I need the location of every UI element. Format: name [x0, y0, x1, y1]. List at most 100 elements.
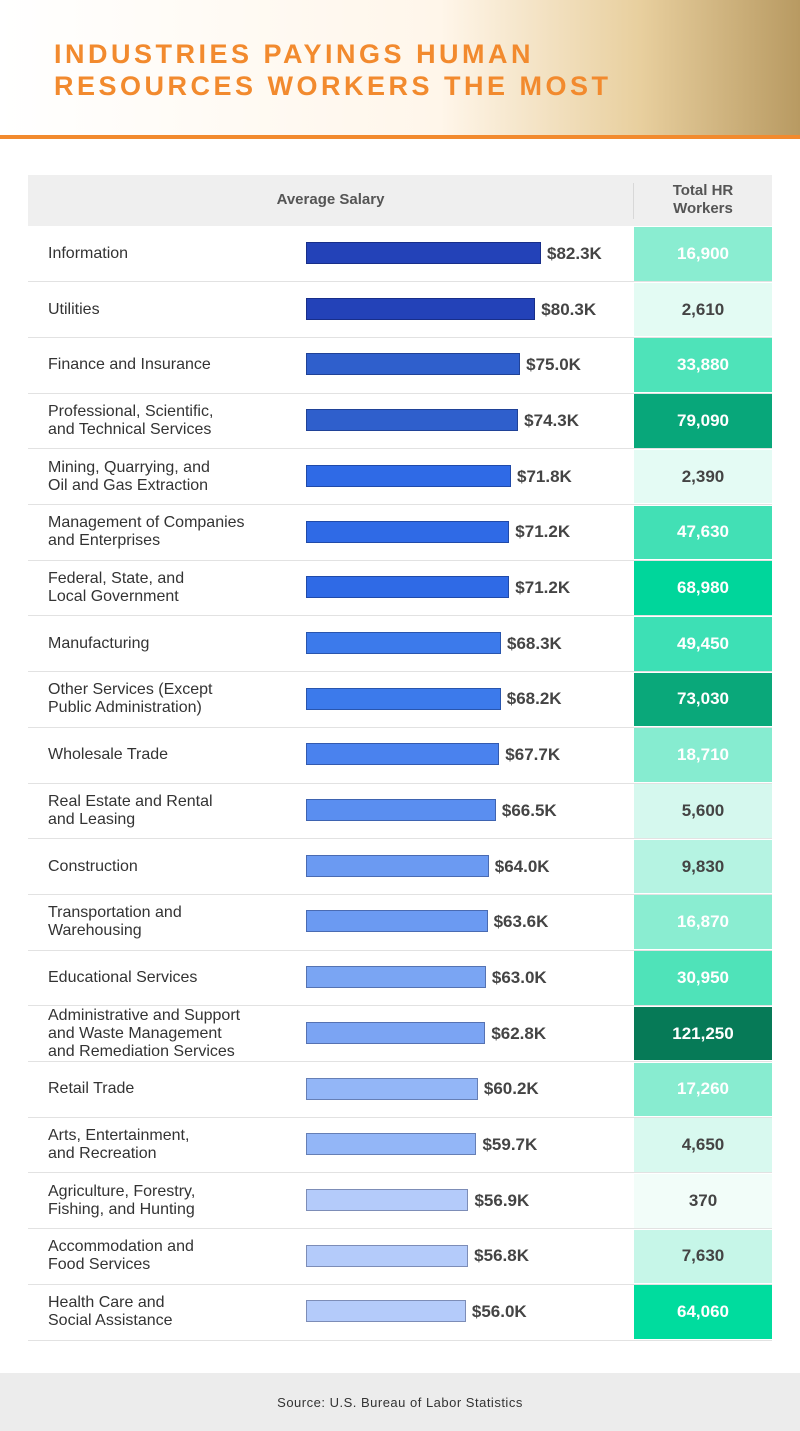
category-label: Finance and Insurance [48, 356, 211, 374]
column-header: Average Salary [276, 191, 385, 208]
row-separator [28, 893, 772, 895]
category-label: Real Estate and Rental and Leasing [48, 792, 213, 828]
value-label: $59.7K [482, 1135, 538, 1155]
row-separator [28, 504, 772, 505]
bar [306, 353, 521, 376]
workers-cell [634, 1229, 772, 1284]
category-label: Management of Companies and Enterprises [48, 514, 245, 550]
row-separator [28, 838, 772, 840]
bar [306, 576, 510, 599]
bar [306, 464, 512, 487]
bar [306, 1300, 466, 1323]
workers-cell [634, 951, 772, 1005]
category-label: Other Services (Except Public Administra… [48, 681, 213, 717]
row-separator [28, 671, 772, 673]
category-label: Wholesale Trade [48, 746, 169, 764]
workers-cell [634, 1006, 772, 1061]
workers-label: 16,900 [677, 243, 729, 263]
bar [306, 910, 488, 933]
row-separator [28, 1005, 772, 1007]
value-label: $71.2K [515, 578, 571, 598]
workers-label: 79,090 [677, 410, 729, 430]
value-label: $68.3K [507, 633, 562, 653]
category-label: Professional, Scientific, and Technical … [48, 402, 214, 438]
bar [306, 854, 489, 877]
value-label: $63.6K [493, 912, 549, 932]
title: INDUSTRIES PAYINGS HUMAN RESOURCES WORKE… [54, 39, 612, 101]
row-separator [28, 1283, 772, 1285]
row-separator [28, 1172, 772, 1174]
row-separator [28, 615, 772, 617]
workers-cell [634, 227, 772, 281]
workers-label: 49,450 [677, 633, 729, 653]
workers-cell [634, 505, 772, 560]
value-label: $71.2K [515, 522, 571, 542]
row-separator [28, 1228, 772, 1230]
workers-label: 370 [688, 1190, 718, 1210]
workers-label: 5,600 [681, 800, 725, 820]
workers-cell [634, 839, 772, 894]
value-label: $56.8K [474, 1246, 529, 1266]
bar [306, 631, 502, 654]
bar [306, 1133, 477, 1156]
category-label: Retail Trade [48, 1080, 135, 1098]
bar [306, 409, 519, 432]
workers-label: 64,060 [677, 1302, 729, 1322]
row-separator [28, 1339, 772, 1341]
value-label: $74.3K [524, 410, 579, 430]
value-label: $68.2K [506, 689, 562, 709]
value-label: $75.0K [526, 355, 581, 375]
value-label: $56.9K [474, 1190, 530, 1210]
row-separator [28, 1061, 772, 1062]
workers-cell [634, 338, 772, 393]
banner [0, 0, 800, 139]
value-label: $66.5K [501, 800, 557, 820]
workers-cell [634, 561, 772, 615]
value-label: $67.7K [505, 745, 561, 765]
value-label: $62.8K [491, 1023, 547, 1043]
row-separator [28, 782, 772, 784]
category-label: Agriculture, Forestry, Fishing, and Hunt… [48, 1182, 196, 1218]
bar [306, 1021, 486, 1044]
workers-label: 16,870 [677, 912, 729, 932]
category-label: Educational Services [48, 968, 198, 986]
bar [306, 1188, 469, 1211]
workers-label: 2,390 [681, 466, 725, 486]
workers-label: 4,650 [681, 1135, 725, 1155]
category-label: Arts, Entertainment, and Recreation [48, 1127, 190, 1163]
category-label: Manufacturing [48, 634, 150, 652]
workers-cell [634, 672, 772, 727]
row-separator [28, 392, 772, 394]
divider [633, 183, 634, 219]
workers-label: 47,630 [677, 522, 729, 542]
workers-cell [634, 282, 772, 337]
row-separator [28, 281, 772, 283]
category-label: Administrative and Support and Waste Man… [48, 1006, 241, 1060]
row-separator [28, 726, 772, 728]
row-separator [28, 1116, 772, 1118]
category-label: Accommodation and Food Services [48, 1238, 194, 1274]
row-separator [28, 336, 772, 338]
category-label: Transportation and Warehousing [48, 904, 182, 940]
workers-label: 18,710 [677, 745, 729, 765]
source: Source: U.S. Bureau of Labor Statistics [0, 1373, 800, 1431]
value-label: $63.0K [491, 967, 547, 987]
value-label: $80.3K [541, 299, 597, 319]
bar [306, 1244, 469, 1267]
workers-label: 121,250 [672, 1023, 734, 1043]
value-label: $71.8K [517, 466, 572, 486]
value-label: $82.3K [547, 243, 602, 263]
workers-cell [634, 1285, 772, 1339]
value-label: $60.2K [483, 1079, 539, 1099]
workers-label: 30,950 [677, 967, 729, 987]
bar [306, 966, 486, 989]
bar [306, 520, 510, 543]
workers-cell [634, 1118, 772, 1172]
workers-cell [634, 728, 772, 782]
bar [306, 1077, 478, 1100]
workers-cell [634, 895, 772, 950]
row-separator [28, 448, 772, 450]
category-label: Construction [48, 857, 138, 875]
workers-cell [634, 449, 772, 504]
category-label: Utilities [48, 300, 100, 318]
